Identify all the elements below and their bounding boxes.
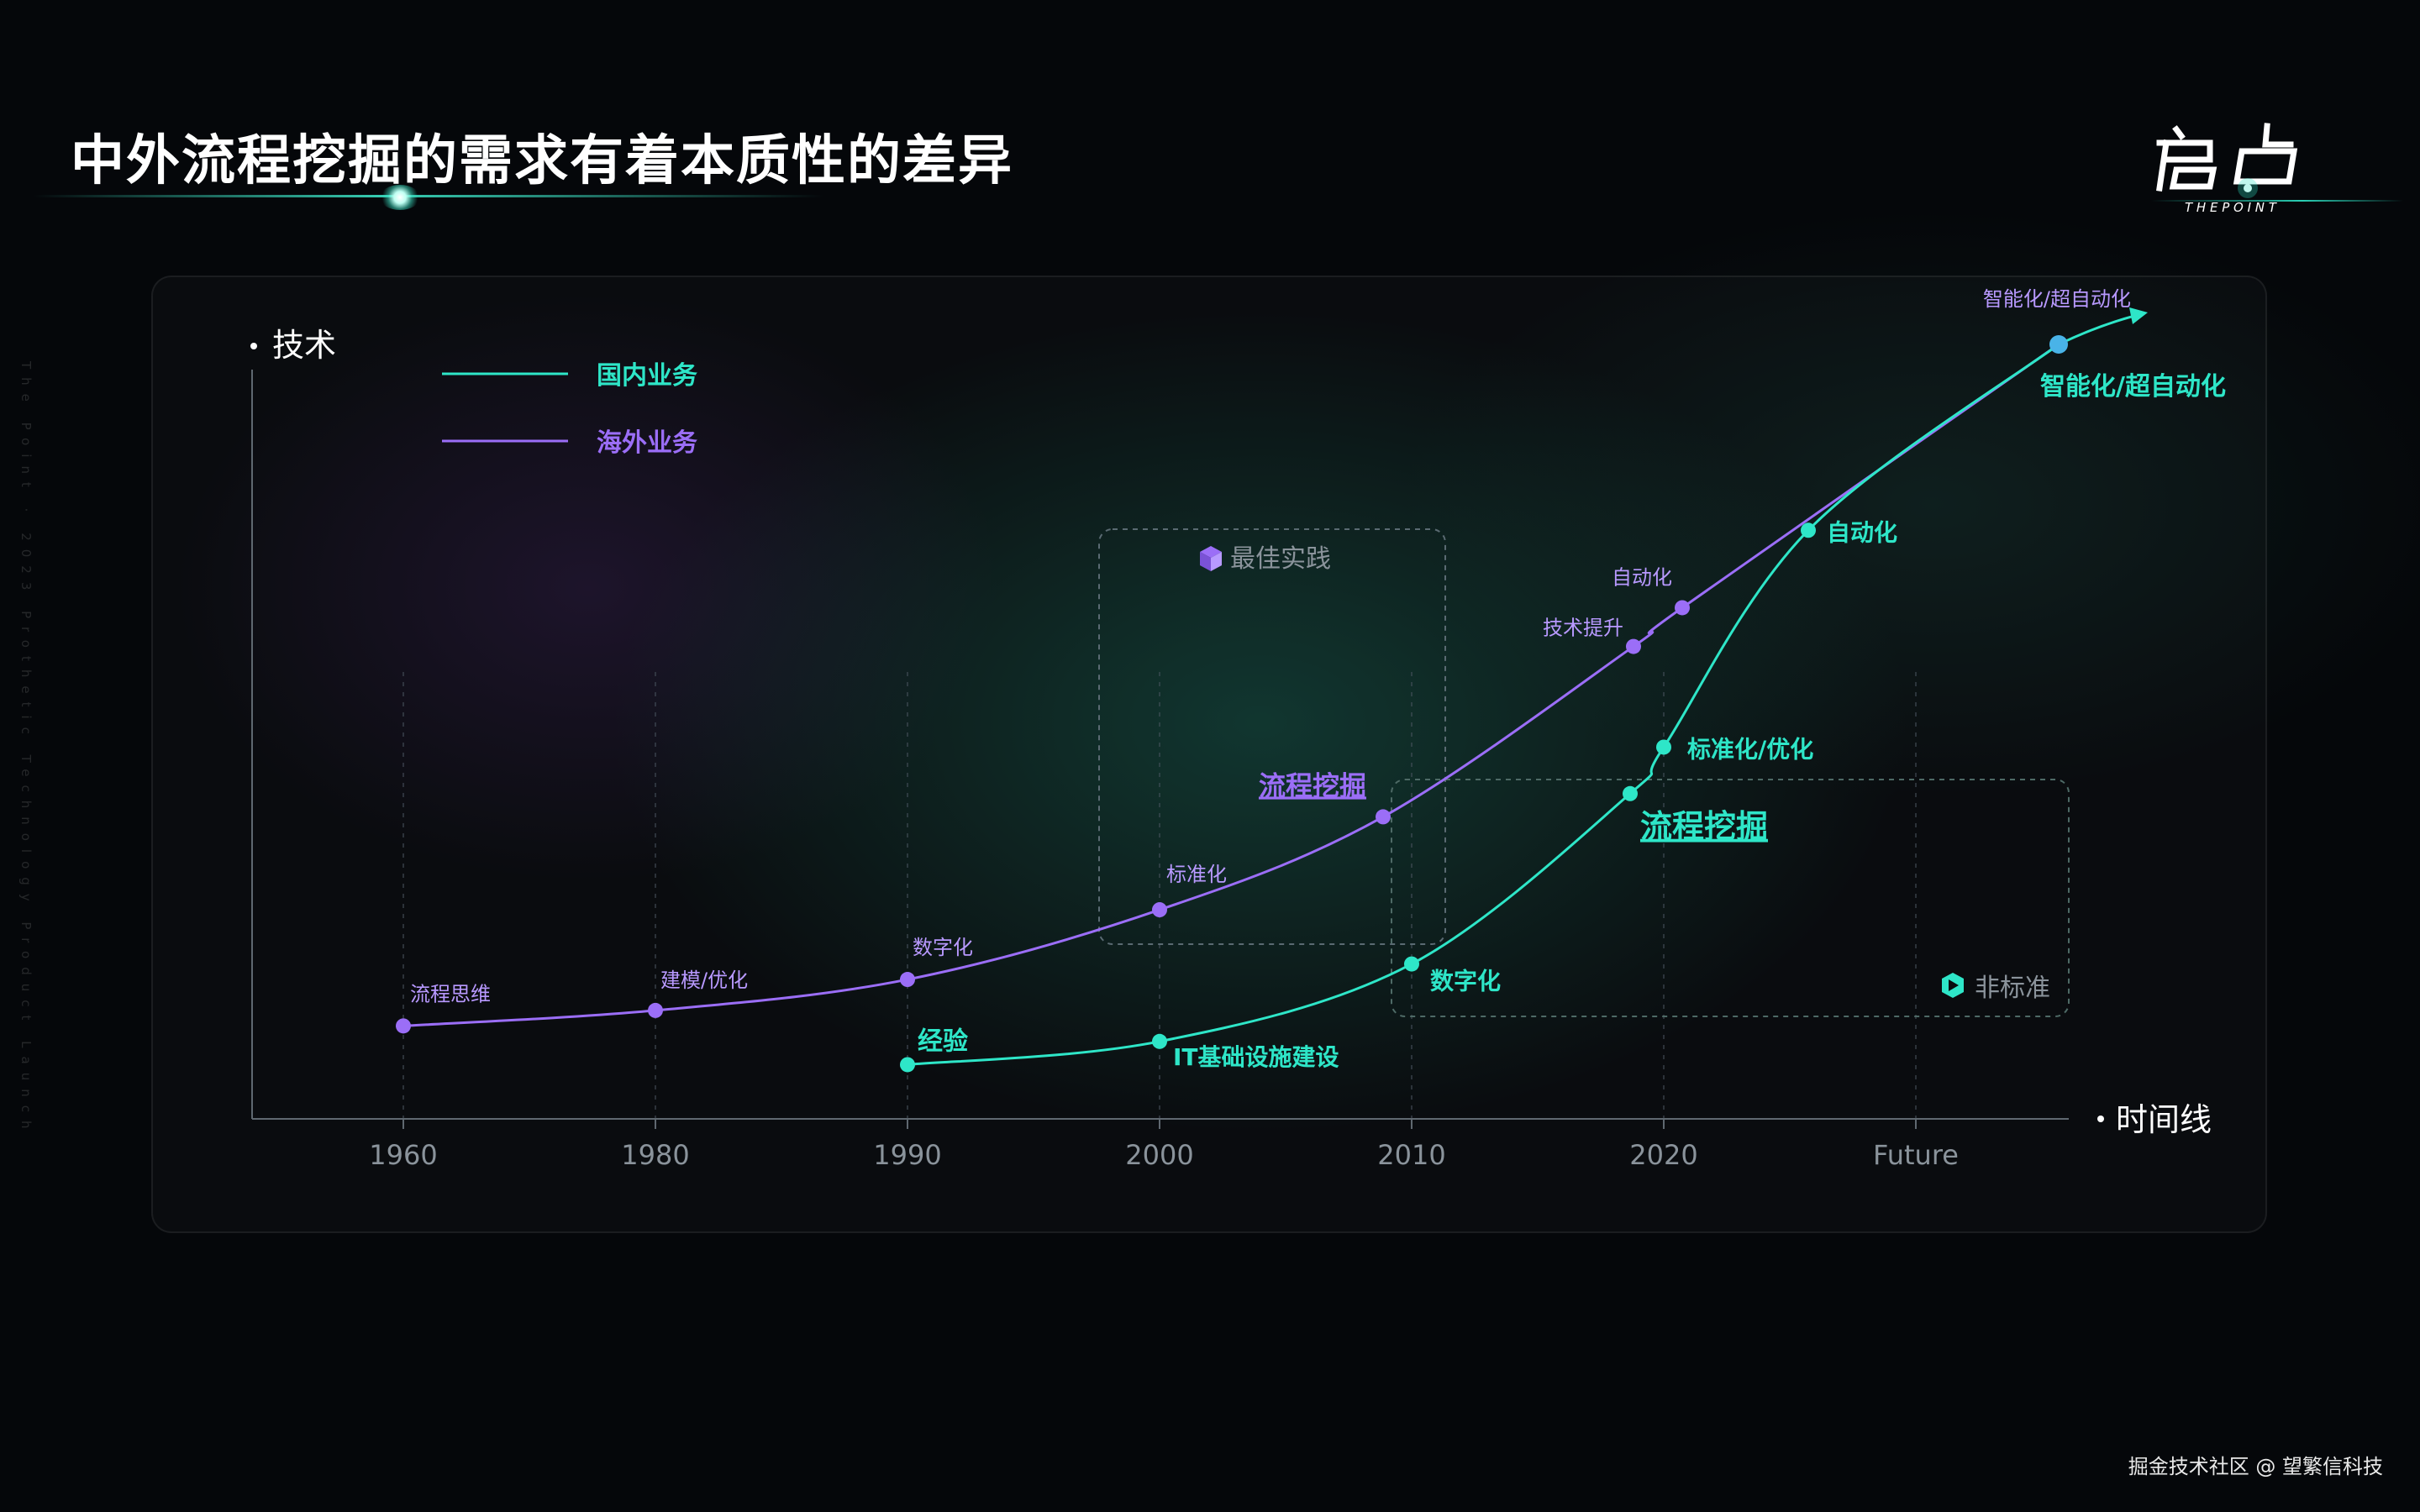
data-point[interactable]: [900, 1057, 915, 1073]
data-label: 流程挖掘: [1259, 769, 1366, 801]
data-point[interactable]: [900, 972, 915, 988]
y-axis-label: 技术: [272, 327, 336, 364]
data-point[interactable]: [1152, 1033, 1167, 1049]
data-label: 流程思维: [410, 982, 491, 1005]
data-point[interactable]: [396, 1018, 411, 1034]
region-label: 非标准: [1975, 974, 2050, 1003]
title-underline: [34, 195, 823, 197]
region-label: 最佳实践: [1230, 544, 1331, 574]
data-label: IT基础设施建设: [1173, 1043, 1339, 1071]
arrow-head-icon: [2129, 307, 2148, 324]
data-label: 智能化/超自动化: [2040, 372, 2226, 402]
page-title: 中外流程挖掘的需求有着本质性的差异: [71, 130, 1013, 192]
logo-mark-icon: [2156, 123, 2298, 192]
side-caption: The Point · 2023 Prothetic Technology Pr…: [18, 361, 34, 1137]
data-label: 建模/优化: [660, 969, 748, 992]
x-tick-label: 2000: [1125, 1139, 1193, 1171]
series-line-domestic: [907, 343, 2060, 1066]
data-point[interactable]: [1404, 956, 1419, 972]
x-tick-label: 1980: [621, 1139, 689, 1171]
cube-icon: [1200, 546, 1222, 571]
x-tick-label: 2020: [1629, 1139, 1697, 1171]
data-point[interactable]: [648, 1002, 663, 1018]
x-tick-label: Future: [1873, 1139, 1959, 1171]
data-label: 数字化: [1430, 968, 1501, 995]
data-point[interactable]: [1626, 638, 1641, 654]
legend-label: 国内业务: [597, 361, 697, 391]
data-label: 标准化: [1166, 863, 1227, 886]
x-tick-label: 2010: [1377, 1139, 1445, 1171]
region-box: [1391, 779, 2070, 1017]
data-label: 数字化: [913, 936, 973, 959]
chart-panel: [151, 276, 2267, 1233]
x-tick-label: 1990: [873, 1139, 941, 1171]
data-label: 智能化/超自动化: [1983, 287, 2131, 311]
data-point[interactable]: [1801, 522, 1816, 538]
data-point[interactable]: [1623, 785, 1638, 801]
title-glow-dot: [380, 185, 420, 210]
series-line-extension: [2058, 312, 2142, 346]
legend-label: 海外业务: [597, 428, 697, 458]
x-axis-label: 时间线: [2116, 1101, 2212, 1138]
data-label: 标准化/优化: [1687, 735, 1813, 763]
x-tick-label: 1960: [369, 1139, 437, 1171]
y-axis-bullet: [250, 343, 257, 349]
data-point[interactable]: [1152, 902, 1167, 918]
data-point[interactable]: [2049, 335, 2068, 354]
data-label: 自动化: [1827, 518, 1897, 546]
region-box: [1098, 528, 1446, 945]
data-point[interactable]: [1675, 600, 1690, 616]
data-label: 技术提升: [1543, 617, 1623, 640]
logo-subtitle: T H E P O I N T: [2185, 200, 2278, 215]
data-label: 经验: [918, 1026, 968, 1056]
data-point[interactable]: [1656, 739, 1671, 755]
logo: T H E P O I N T 启点: [2151, 123, 2403, 215]
data-label: 自动化: [1612, 565, 1672, 589]
x-axis-bullet: [2097, 1116, 2104, 1122]
hexagon-play-icon: [1942, 973, 1964, 998]
watermark: 掘金技术社区 @ 望繁信科技: [2128, 1455, 2383, 1478]
data-point[interactable]: [1376, 809, 1391, 825]
data-label: 流程挖掘: [1640, 808, 1768, 845]
